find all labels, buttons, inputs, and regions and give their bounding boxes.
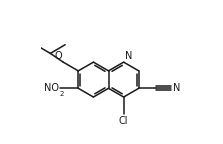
Text: NO: NO [44,83,59,93]
Text: O: O [54,51,62,61]
Text: N: N [125,51,132,61]
Text: N: N [173,83,180,93]
Text: 2: 2 [59,91,64,97]
Text: Cl: Cl [119,116,128,126]
